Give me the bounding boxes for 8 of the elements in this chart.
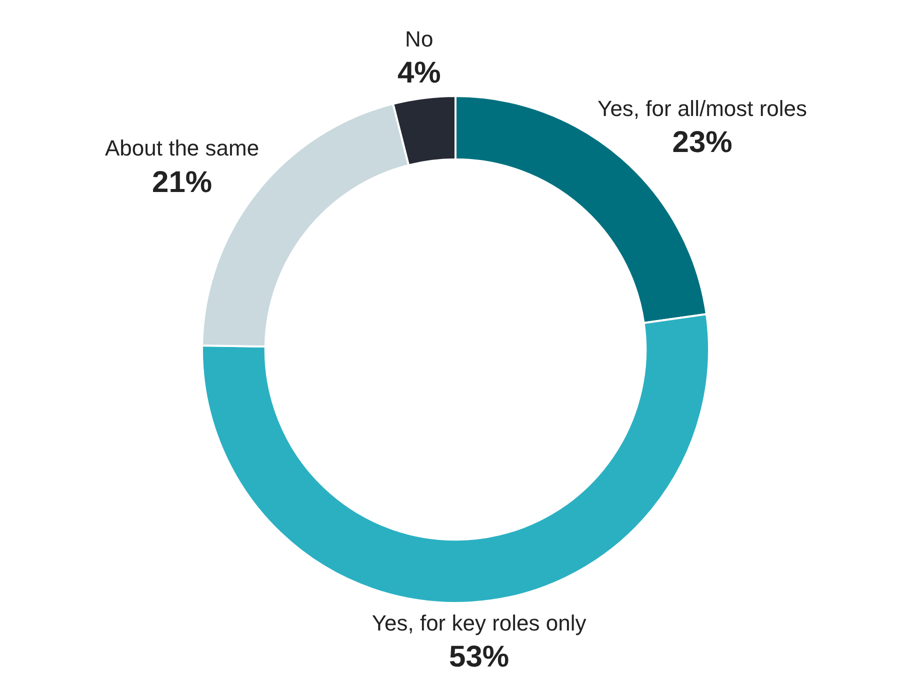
data-label: 23% (672, 126, 732, 160)
data-label: 53% (449, 640, 510, 674)
slice-label: Yes, for key roles only (372, 610, 586, 636)
data-label: 4% (397, 56, 441, 90)
slice-label: No (405, 26, 434, 52)
slice-label: About the same (104, 136, 260, 161)
slice-label: Yes, for all/most roles (598, 96, 808, 122)
data-label: 21% (152, 166, 212, 199)
